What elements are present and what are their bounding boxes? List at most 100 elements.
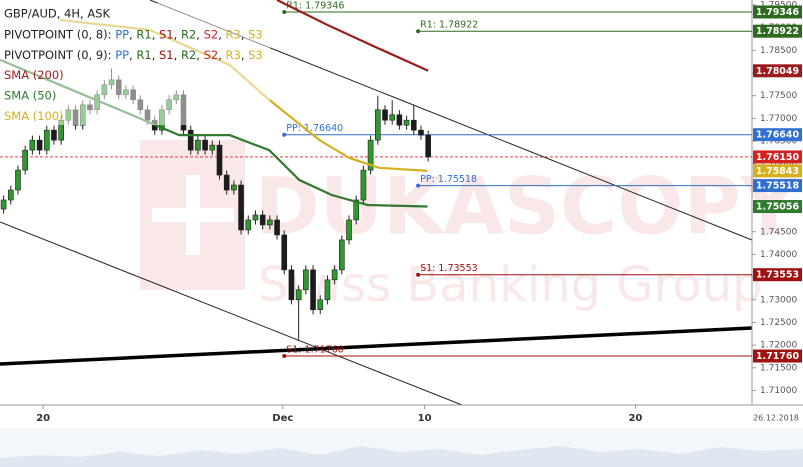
- candle-body: [209, 144, 216, 151]
- y-tick-label: 1.71000: [760, 386, 797, 396]
- candle-body: [195, 139, 201, 151]
- y-tick-label: 1.78500: [760, 46, 797, 56]
- candle-body: [353, 199, 360, 221]
- candle-body: [396, 114, 403, 126]
- legend-item: S3: [248, 48, 263, 62]
- legend-item: S3: [248, 27, 263, 41]
- price-tag-label: 1.75056: [756, 202, 800, 213]
- candle-body: [223, 174, 230, 191]
- candle-body: [187, 129, 194, 151]
- end-date: 26.12.2018: [753, 414, 799, 423]
- candle-body: [410, 119, 417, 131]
- legend-label: PIVOTPOINT (0, 8):: [4, 27, 112, 41]
- pivot-start: [416, 183, 421, 188]
- legend-item: S1: [159, 48, 174, 62]
- candle-body: [346, 219, 352, 241]
- pivot-start: [416, 29, 421, 34]
- x-tick-label: 20: [628, 413, 642, 424]
- price-tag: [753, 5, 802, 19]
- x-tick-label: Dec: [272, 413, 293, 424]
- candle-body: [22, 149, 29, 171]
- legend-entry: SMA (200): [4, 68, 64, 82]
- watermark-text: DUKASCOPY: [255, 162, 799, 252]
- candle-body: [7, 189, 14, 201]
- price-tag: [753, 268, 802, 282]
- pivot-start: [282, 132, 287, 137]
- candle-body: [317, 299, 324, 311]
- legend-item: PP: [115, 48, 129, 62]
- navigator-area: [0, 446, 803, 467]
- price-tag-label: 1.73553: [756, 270, 799, 281]
- legend-separator: ,: [218, 48, 225, 62]
- candle-body: [51, 129, 57, 141]
- candle-body: [202, 139, 208, 151]
- legend-title: GBP/AUD, 4H, ASK: [4, 7, 111, 21]
- candle-body: [331, 269, 338, 281]
- pivot-label: R1: 1.79346: [286, 0, 344, 11]
- sma-line: [276, 0, 429, 72]
- legend-bg: [0, 3, 270, 125]
- candle-body: [418, 129, 424, 136]
- y-tick-label: 1.77000: [760, 114, 797, 124]
- price-tag: [753, 24, 802, 38]
- legend-separator: ,: [196, 48, 203, 62]
- trend-line: [0, 326, 753, 366]
- candle-body: [382, 109, 388, 121]
- pivot-start: [282, 9, 287, 14]
- legend-item: PP: [115, 27, 129, 41]
- legend-item: R1: [136, 48, 151, 62]
- price-tag-label: 1.76640: [756, 130, 800, 141]
- legend-separator: ,: [218, 27, 225, 41]
- price-tag: [753, 200, 802, 214]
- candle-body: [360, 169, 367, 201]
- price-tag-label: 1.79346: [756, 7, 800, 18]
- legend-item: R2: [181, 27, 196, 41]
- legend-entry: SMA (50): [4, 89, 56, 103]
- legend-separator: ,: [241, 27, 248, 41]
- candle-body: [288, 269, 295, 301]
- pivot-label: S1: 1.73553: [420, 263, 478, 274]
- legend-entry: SMA (100): [4, 109, 64, 123]
- y-tick-label: 1.76500: [760, 137, 797, 147]
- legend-separator: ,: [196, 27, 203, 41]
- candle-body: [425, 134, 431, 158]
- legend-item: R3: [226, 27, 241, 41]
- y-tick-label: 1.73000: [760, 295, 797, 305]
- candle-body: [238, 184, 244, 231]
- candle-body: [245, 219, 252, 231]
- watermark-cross: [152, 208, 234, 222]
- watermark-cross: [186, 175, 200, 255]
- legend-item: S2: [204, 27, 219, 41]
- candle-body: [252, 214, 259, 221]
- legend-separator: ,: [129, 27, 136, 41]
- pivot-start: [282, 354, 287, 359]
- candle-body: [374, 109, 381, 141]
- pivot-label: PP: 1.75518: [420, 174, 477, 185]
- legend-separator: ,: [129, 48, 136, 62]
- watermark-logo: [140, 140, 245, 290]
- legend-separator: ,: [174, 48, 181, 62]
- price-tag-label: 1.78922: [756, 26, 799, 37]
- x-tick-label: 20: [36, 413, 50, 424]
- legend-separator: ,: [241, 48, 248, 62]
- candle-body: [267, 219, 273, 226]
- candle-body: [295, 289, 302, 301]
- legend-item: R1: [136, 27, 151, 41]
- y-tick-label: 1.74500: [760, 227, 797, 237]
- legend-item: R3: [226, 48, 241, 62]
- candle-body: [303, 269, 309, 291]
- candle-body: [367, 139, 374, 171]
- watermark: DUKASCOPY Swiss Banking Group: [140, 140, 799, 313]
- candle-body: [43, 129, 50, 151]
- legend-item: S2: [204, 48, 219, 62]
- y-tick-label: 1.77500: [760, 91, 797, 101]
- candle-body: [15, 169, 21, 191]
- candle-body: [216, 144, 223, 176]
- price-tag: [753, 164, 802, 178]
- x-tick-label: 10: [418, 413, 432, 424]
- price-tag: [753, 179, 802, 193]
- candle-body: [0, 199, 7, 210]
- pivot-label: PP: 1.76640: [286, 123, 343, 134]
- price-tag-label: 1.76150: [756, 152, 800, 163]
- channel-lower: [0, 221, 463, 406]
